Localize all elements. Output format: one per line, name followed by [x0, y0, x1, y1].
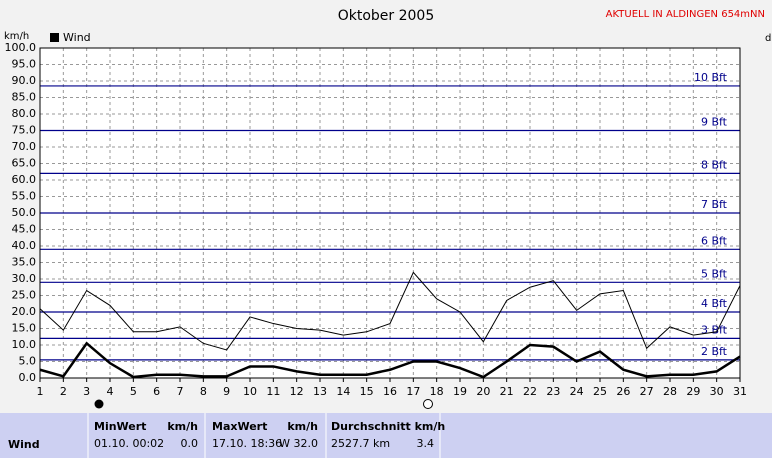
- y-tick-label: 90.0: [12, 74, 37, 87]
- x-tick-label: 26: [616, 385, 630, 398]
- x-tick-label: 16: [383, 385, 397, 398]
- x-tick-label: 15: [360, 385, 374, 398]
- row-label: Wind: [8, 438, 40, 451]
- y-tick-label: 100.0: [5, 41, 37, 54]
- col-header: MinWert: [94, 420, 146, 433]
- x-tick-label: 20: [476, 385, 490, 398]
- x-tick-label: 9: [223, 385, 230, 398]
- x-tick-label: 18: [430, 385, 444, 398]
- y-tick-label: 60.0: [12, 173, 37, 186]
- bft-label: 4 Bft: [701, 297, 728, 310]
- plot-border: [39, 47, 741, 379]
- table-bg: [0, 413, 772, 458]
- series-line: [39, 341, 741, 379]
- cell-when: 2527.7 km: [331, 437, 390, 450]
- bft-label: 6 Bft: [701, 234, 728, 247]
- bft-label: 8 Bft: [701, 158, 728, 171]
- x-tick-label: 23: [546, 385, 560, 398]
- y-tick-label: 95.0: [12, 58, 37, 71]
- cell-value: W 32.0: [279, 437, 318, 450]
- bft-label: 9 Bft: [701, 116, 728, 129]
- col-unit: km/h: [167, 420, 198, 433]
- col-unit: km/h: [287, 420, 318, 433]
- cell-value: 3.4: [417, 437, 435, 450]
- x-tick-label: 2: [60, 385, 67, 398]
- cell-when: 17.10. 18:36: [212, 437, 282, 450]
- chart-title: Oktober 2005: [338, 8, 435, 24]
- bft-label: 2 Bft: [701, 345, 728, 358]
- y-tick-label: 10.0: [12, 338, 37, 351]
- x-tick-label: 24: [570, 385, 584, 398]
- bft-label: 10 Bft: [694, 71, 728, 84]
- y-tick-label: 45.0: [12, 223, 37, 236]
- y-tick-label: 80.0: [12, 107, 37, 120]
- series-line: [39, 271, 741, 351]
- x-tick-label: 28: [663, 385, 677, 398]
- bft-label: 3 Bft: [701, 323, 728, 336]
- y-tick-label: 55.0: [12, 190, 37, 203]
- cell-when: 01.10. 00:02: [94, 437, 164, 450]
- x-tick-label: 7: [177, 385, 184, 398]
- x-tick-label: 8: [200, 385, 207, 398]
- stats-table: Wind MinWert km/h 01.10. 00:02 0.0 MaxWe…: [0, 413, 772, 458]
- x-tick-label: 6: [153, 385, 160, 398]
- y-tick-label: 30.0: [12, 272, 37, 285]
- y-tick-label: 70.0: [12, 140, 37, 153]
- bft-label: 5 Bft: [701, 267, 728, 280]
- col-header: Durchschnitt km/h: [331, 420, 445, 433]
- x-tick-label: 4: [107, 385, 114, 398]
- cell-value: 0.0: [181, 437, 199, 450]
- x-tick-label: 14: [336, 385, 350, 398]
- y-tick-label: 20.0: [12, 305, 37, 318]
- y-tick-label: 0.0: [19, 371, 37, 384]
- y-tick-label: 75.0: [12, 124, 37, 137]
- legend-swatch: [50, 33, 59, 42]
- x-tick-label: 31: [733, 385, 747, 398]
- y-tick-label: 85.0: [12, 91, 37, 104]
- y-tick-label: 15.0: [12, 322, 37, 335]
- y-tick-label: 35.0: [12, 256, 37, 269]
- y-tick-label: 5.0: [19, 355, 37, 368]
- x-tick-label: 17: [406, 385, 420, 398]
- station-label: AKTUELL IN ALDINGEN 654mNN: [606, 9, 765, 20]
- x-tick-label: 29: [686, 385, 700, 398]
- y-tick-label: 40.0: [12, 239, 37, 252]
- x-tick-label: 13: [313, 385, 327, 398]
- x-tick-label: 27: [640, 385, 654, 398]
- full-moon-icon: [423, 399, 433, 409]
- x-tick-label: 5: [130, 385, 137, 398]
- x-tick-label: 22: [523, 385, 537, 398]
- y-tick-label: 50.0: [12, 206, 37, 219]
- y-unit: km/h: [4, 31, 29, 42]
- x-tick-label: 30: [710, 385, 724, 398]
- right-label: d: [765, 33, 771, 44]
- bft-label: 7 Bft: [701, 198, 728, 211]
- x-tick-label: 11: [266, 385, 280, 398]
- col-header: MaxWert: [212, 420, 267, 433]
- x-tick-label: 1: [37, 385, 44, 398]
- x-tick-label: 25: [593, 385, 607, 398]
- legend-label: Wind: [63, 31, 91, 44]
- y-tick-label: 25.0: [12, 289, 37, 302]
- x-tick-label: 19: [453, 385, 467, 398]
- x-tick-label: 12: [290, 385, 304, 398]
- x-tick-label: 21: [500, 385, 514, 398]
- new-moon-icon: [94, 399, 104, 409]
- x-tick-label: 10: [243, 385, 257, 398]
- x-tick-label: 3: [83, 385, 90, 398]
- y-tick-label: 65.0: [12, 157, 37, 170]
